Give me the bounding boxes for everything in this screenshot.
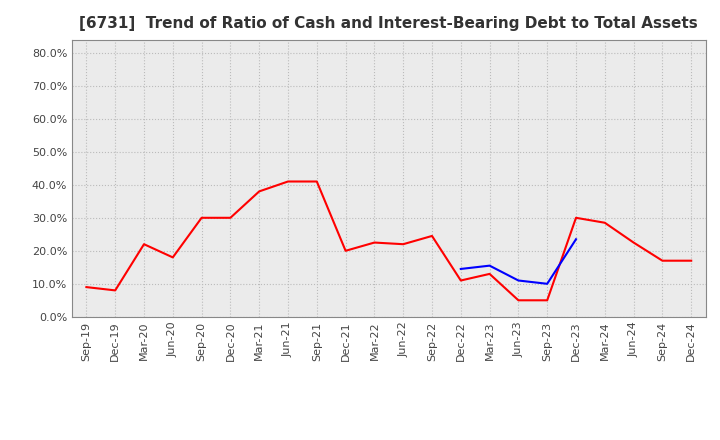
Title: [6731]  Trend of Ratio of Cash and Interest-Bearing Debt to Total Assets: [6731] Trend of Ratio of Cash and Intere… [79,16,698,32]
